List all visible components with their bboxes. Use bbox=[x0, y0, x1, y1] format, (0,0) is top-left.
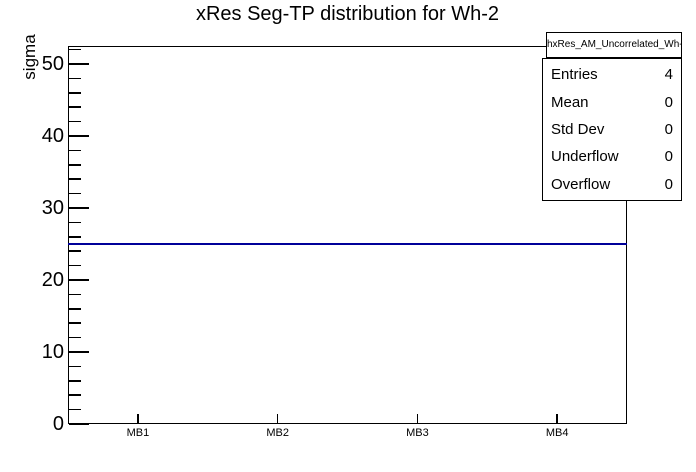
y-minor-tick bbox=[68, 322, 81, 324]
stats-label: Std Dev bbox=[551, 120, 605, 138]
stats-label: Mean bbox=[551, 93, 589, 111]
stats-label: Entries bbox=[551, 66, 598, 84]
y-axis-tick-label: 30 bbox=[41, 197, 64, 219]
y-minor-tick bbox=[68, 408, 81, 411]
y-axis-tick-label: 50 bbox=[41, 53, 64, 75]
x-axis-tick-label: MB4 bbox=[545, 427, 569, 439]
y-minor-tick bbox=[68, 106, 81, 108]
y-minor-tick bbox=[68, 394, 81, 396]
y-minor-tick bbox=[68, 365, 81, 368]
histogram-line-segment bbox=[347, 243, 488, 245]
y-minor-tick bbox=[68, 308, 81, 310]
y-minor-tick bbox=[68, 380, 81, 382]
y-minor-tick bbox=[68, 236, 81, 238]
stats-value: 0 bbox=[664, 93, 673, 111]
x-axis-tick-label: MB1 bbox=[126, 427, 150, 439]
y-minor-tick bbox=[68, 221, 81, 224]
stats-value: 0 bbox=[664, 148, 673, 166]
stats-label: Overflow bbox=[551, 175, 611, 193]
y-major-tick bbox=[68, 135, 89, 137]
chart-title: xRes Seg-TP distribution for Wh-2 bbox=[195, 3, 500, 25]
y-minor-tick bbox=[68, 120, 81, 123]
y-minor-tick bbox=[68, 250, 81, 252]
y-major-tick bbox=[68, 63, 89, 65]
stats-box-header: hxRes_AM_Uncorrelated_Wh-2 bbox=[546, 32, 682, 58]
stats-value: 4 bbox=[664, 66, 673, 84]
y-axis-tick-label: 0 bbox=[52, 413, 64, 435]
stats-box: Entries 4 Mean 0 Std Dev 0 Underflow 0 O… bbox=[542, 58, 682, 201]
y-minor-tick bbox=[68, 336, 81, 339]
y-minor-tick bbox=[68, 92, 81, 94]
stats-row: Mean 0 bbox=[551, 94, 673, 111]
y-minor-tick bbox=[68, 149, 81, 152]
y-major-tick bbox=[68, 351, 89, 353]
x-axis-tick bbox=[556, 414, 558, 424]
histogram-line-segment bbox=[487, 243, 627, 245]
y-axis-tick-label: 10 bbox=[41, 341, 64, 363]
stats-row: Overflow 0 bbox=[551, 176, 673, 193]
y-minor-tick bbox=[68, 178, 81, 180]
y-major-tick bbox=[68, 423, 89, 425]
y-axis-tick-label: 20 bbox=[41, 269, 64, 291]
x-axis-tick bbox=[416, 414, 419, 424]
y-major-tick bbox=[68, 279, 89, 281]
y-minor-tick bbox=[68, 264, 81, 267]
stats-value: 0 bbox=[664, 120, 673, 138]
stats-row: Entries 4 bbox=[551, 66, 673, 83]
y-minor-tick bbox=[68, 77, 81, 80]
y-minor-tick bbox=[68, 293, 81, 296]
stats-row: Std Dev 0 bbox=[551, 121, 673, 138]
stats-row: Underflow 0 bbox=[551, 148, 673, 165]
histogram-line-segment bbox=[68, 243, 208, 245]
y-minor-tick bbox=[68, 48, 81, 51]
x-axis-tick bbox=[137, 414, 139, 424]
y-major-tick bbox=[68, 207, 89, 209]
x-axis-tick-label: MB2 bbox=[266, 427, 289, 439]
y-minor-tick bbox=[68, 192, 81, 195]
histogram-line-segment bbox=[207, 243, 348, 245]
x-axis-tick-label: MB3 bbox=[406, 427, 429, 439]
stats-value: 0 bbox=[664, 175, 673, 193]
x-axis-tick bbox=[276, 414, 279, 424]
y-minor-tick bbox=[68, 164, 81, 166]
y-axis-tick-label: 40 bbox=[41, 125, 64, 147]
plot-frame bbox=[68, 46, 627, 424]
stats-label: Underflow bbox=[551, 148, 619, 166]
